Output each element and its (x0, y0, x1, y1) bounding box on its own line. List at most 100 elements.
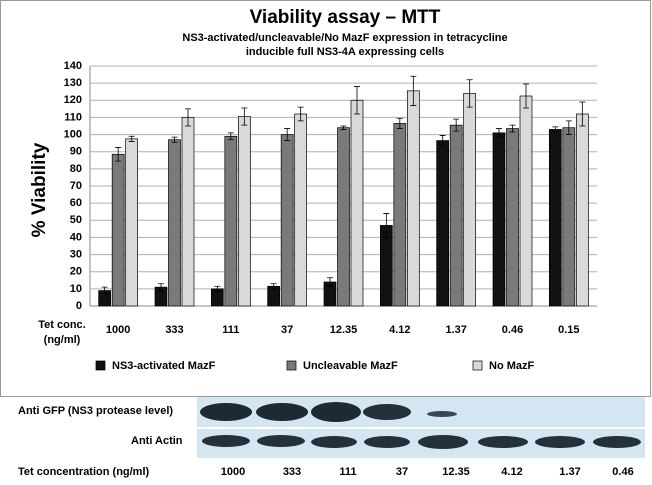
error-bar (565, 120, 572, 135)
bar (506, 128, 519, 307)
error-bar (509, 124, 516, 133)
bar (449, 124, 463, 307)
blot-lane-label: 37 (396, 466, 408, 478)
blot-row-label: Anti GFP (NS3 protease level) (18, 405, 173, 417)
blot-lane-label: 1.37 (559, 466, 580, 478)
blot-lane-label: 4.12 (501, 466, 522, 478)
legend-label: No MazF (489, 360, 535, 372)
blot-band (202, 435, 250, 447)
bar (111, 153, 125, 307)
x-axis-label: Tet conc. (38, 319, 85, 331)
legend-swatch (95, 360, 106, 371)
y-tick-label: 20 (70, 266, 82, 278)
error-bar (101, 286, 108, 295)
chart-subtitle: inducible full NS3-4A expressing cells (246, 46, 444, 58)
y-axis-label: % Viability (29, 142, 50, 237)
y-tick-label: 80 (70, 163, 82, 175)
blot-band (311, 402, 361, 422)
x-tick-label: 1.37 (445, 324, 466, 336)
bar (406, 90, 420, 307)
bar (548, 129, 562, 307)
error-bar (496, 128, 502, 138)
error-bar (340, 125, 347, 130)
legend-label: Uncleavable MazF (303, 360, 398, 372)
bar (463, 93, 477, 307)
y-tick-label: 90 (70, 146, 82, 158)
error-bar (185, 108, 191, 127)
y-tick-label: 30 (70, 248, 82, 260)
blot-band (535, 436, 585, 448)
x-axis-label: (ng/ml) (44, 334, 81, 346)
blot-band (257, 435, 305, 447)
error-bar (158, 283, 164, 291)
chart-subtitle: NS3-activated/uncleavable/No MazF expres… (182, 32, 507, 44)
y-tick-label: 50 (70, 214, 82, 226)
x-tick-label: 333 (165, 324, 183, 336)
bar (125, 138, 139, 307)
bar (337, 127, 350, 307)
bar (350, 99, 364, 307)
blot-lane-label: 12.35 (442, 466, 470, 478)
blot-band (256, 403, 308, 421)
x-tick-label: 37 (281, 324, 293, 336)
chart-title: Viability assay – MTT (250, 7, 441, 28)
blot-band (427, 411, 457, 417)
error-bar (171, 136, 178, 143)
bar (519, 95, 533, 307)
bar (280, 134, 294, 307)
y-tick-label: 40 (70, 231, 82, 243)
blot-band (418, 435, 468, 449)
legend-swatch (286, 360, 297, 371)
legend-label: NS3-activated MazF (112, 360, 216, 372)
error-bar (327, 277, 333, 287)
error-bar (241, 107, 248, 126)
legend-swatch (472, 360, 483, 371)
blot-lane-label: 1000 (221, 466, 245, 478)
x-tick-label: 4.12 (389, 324, 410, 336)
x-tick-label: 0.46 (502, 324, 523, 336)
bar (237, 116, 251, 307)
bar (224, 135, 238, 307)
blot-lane-label: 111 (339, 466, 356, 478)
bar (168, 139, 181, 307)
bar (562, 127, 576, 307)
bar (575, 113, 589, 307)
y-tick-label: 60 (70, 197, 82, 209)
bar (294, 113, 308, 307)
y-tick-label: 110 (64, 111, 82, 123)
blot-band (311, 436, 357, 448)
x-tick-label: 1000 (106, 324, 130, 336)
error-bar (439, 135, 446, 147)
blot-band (364, 436, 410, 448)
y-tick-label: 120 (64, 94, 82, 106)
error-bar (270, 283, 277, 290)
y-tick-label: 70 (70, 180, 82, 192)
error-bar (383, 213, 390, 238)
error-bar (466, 79, 473, 108)
blot-image (197, 397, 645, 458)
x-tick-label: 111 (222, 324, 239, 336)
bar (393, 123, 407, 307)
bar (436, 140, 450, 307)
y-tick-label: 140 (64, 60, 82, 72)
error-bar (453, 118, 460, 132)
blot-band (478, 436, 528, 448)
y-tick-label: 0 (76, 300, 82, 312)
blot-x-label: Tet concentration (ng/ml) (18, 466, 150, 478)
error-bar (579, 101, 586, 127)
y-tick-label: 130 (64, 77, 82, 89)
y-tick-label: 100 (64, 128, 82, 140)
blot-lane-label: 333 (283, 466, 301, 478)
bar (492, 132, 506, 307)
x-tick-label: 0.15 (558, 324, 579, 336)
error-bar (128, 135, 135, 142)
error-bar (214, 285, 221, 292)
bar (181, 117, 195, 307)
blot-band (200, 403, 252, 421)
error-bar (552, 126, 559, 133)
error-bar (227, 132, 234, 141)
error-bar (410, 75, 417, 106)
error-bar (523, 83, 529, 109)
blot-band (593, 436, 641, 448)
